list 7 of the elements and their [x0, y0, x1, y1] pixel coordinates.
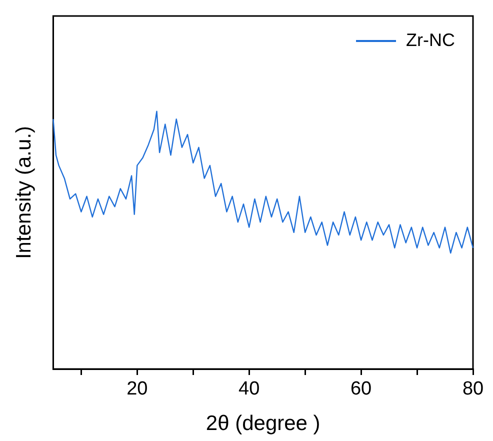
x-tick-label: 20 — [126, 378, 148, 400]
y-axis-title: Intensity (a.u.) — [12, 126, 36, 260]
legend-label: Zr-NC — [406, 30, 456, 50]
x-tick-label: 40 — [238, 378, 260, 400]
x-tick-label: 80 — [462, 378, 484, 400]
x-tick-label: 60 — [350, 378, 372, 400]
x-axis-title: 2θ (degree ) — [206, 412, 320, 436]
